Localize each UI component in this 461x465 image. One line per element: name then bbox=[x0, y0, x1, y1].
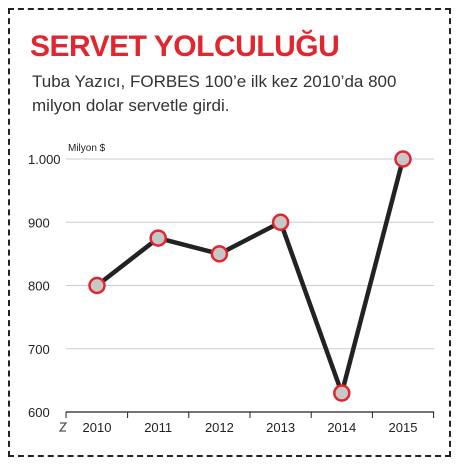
y-axis-unit-label: Milyon $ bbox=[68, 143, 106, 154]
axis-break-icon bbox=[58, 422, 68, 432]
data-points bbox=[88, 150, 412, 402]
y-tick-label: 900 bbox=[28, 215, 50, 230]
x-tick-label: 2015 bbox=[389, 420, 418, 435]
x-tick-marks bbox=[65, 412, 435, 418]
x-tick-label: 2012 bbox=[205, 420, 234, 435]
data-point bbox=[271, 213, 290, 231]
series-line bbox=[94, 156, 406, 396]
y-tick-labels: 600 700 800 900 1.000 bbox=[28, 152, 61, 420]
chart-title: SERVET YOLCULUĞU bbox=[30, 30, 340, 63]
grid-lines bbox=[66, 158, 434, 350]
x-tick-label: 2014 bbox=[327, 420, 356, 435]
y-tick-label: 700 bbox=[28, 342, 50, 357]
data-point bbox=[88, 276, 106, 295]
chart-frame bbox=[8, 8, 451, 457]
x-tick-label: 2010 bbox=[83, 420, 112, 435]
chart-subtitle: Tuba Yazıcı, FORBES 100’e ilk kez 2010’d… bbox=[32, 72, 397, 115]
data-point bbox=[210, 245, 229, 263]
x-tick-labels: 2010 2011 2012 2013 2014 2015 bbox=[83, 420, 418, 435]
y-tick-label: 800 bbox=[28, 279, 50, 294]
data-point bbox=[149, 229, 167, 247]
y-tick-label: 1.000 bbox=[28, 152, 61, 167]
data-point bbox=[394, 150, 412, 168]
x-tick-label: 2011 bbox=[144, 420, 172, 435]
y-tick-label: 600 bbox=[28, 405, 50, 420]
x-tick-label: 2013 bbox=[266, 420, 295, 435]
data-point bbox=[333, 384, 351, 402]
